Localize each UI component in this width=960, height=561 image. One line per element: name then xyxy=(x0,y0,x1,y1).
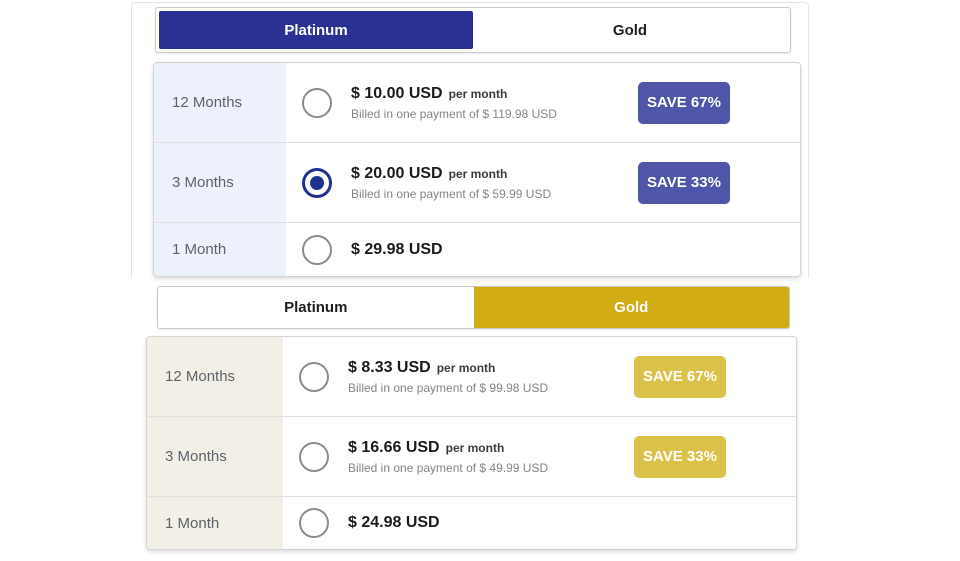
tab-platinum[interactable]: Platinum xyxy=(158,287,474,328)
plan-row-1-month[interactable]: 1 Month $ 24.98 USD xyxy=(147,497,796,549)
save-badge: SAVE 67% xyxy=(638,81,730,124)
price-block: $ 24.98 USD xyxy=(348,514,440,532)
plan-row-content: $ 24.98 USD xyxy=(283,497,796,549)
save-badge: SAVE 33% xyxy=(634,435,726,478)
plan-row-content: $ 29.98 USD xyxy=(286,223,800,276)
price-block: $ 8.33 USD per month Billed in one payme… xyxy=(348,359,548,395)
plan-duration-label: 12 Months xyxy=(154,63,286,142)
price-block: $ 20.00 USD per month Billed in one paym… xyxy=(351,165,551,201)
per-month-label: per month xyxy=(436,360,496,375)
price-block: $ 29.98 USD xyxy=(351,241,443,259)
price-label: $ 8.33 USD xyxy=(348,358,431,376)
plan-row-1-month[interactable]: 1 Month $ 29.98 USD xyxy=(154,223,800,276)
billed-label: Billed in one payment of $ 59.99 USD xyxy=(351,186,552,201)
per-month-label: per month xyxy=(448,86,508,101)
save-badge: SAVE 67% xyxy=(634,355,726,398)
radio-12-months[interactable] xyxy=(302,87,332,118)
price-label: $ 10.00 USD xyxy=(351,84,443,102)
plan-row-12-months[interactable]: 12 Months $ 10.00 USD per month Billed i… xyxy=(154,63,800,143)
plan-row-content: $ 20.00 USD per month Billed in one paym… xyxy=(286,143,800,222)
tab-platinum[interactable]: Platinum xyxy=(159,11,473,49)
per-month-label: per month xyxy=(448,166,508,181)
per-month-label: per month xyxy=(445,440,505,455)
billed-label: Billed in one payment of $ 119.98 USD xyxy=(351,106,557,121)
plan-duration-label: 3 Months xyxy=(154,143,286,222)
save-badge: SAVE 33% xyxy=(638,161,730,204)
tab-gold[interactable]: Gold xyxy=(473,287,789,328)
billed-label: Billed in one payment of $ 99.98 USD xyxy=(348,380,549,395)
gold-pricing-table: 12 Months $ 8.33 USD per month Billed in… xyxy=(146,336,797,550)
platinum-panel-tabbar: Platinum Gold xyxy=(155,7,791,53)
price-label: $ 16.66 USD xyxy=(348,438,440,456)
plan-row-content: $ 8.33 USD per month Billed in one payme… xyxy=(283,337,796,416)
gold-panel-tabbar: Platinum Gold xyxy=(157,286,790,329)
tab-gold[interactable]: Gold xyxy=(473,11,787,49)
radio-1-month[interactable] xyxy=(299,508,329,538)
price-block: $ 10.00 USD per month Billed in one paym… xyxy=(351,85,557,121)
plan-row-content: $ 16.66 USD per month Billed in one paym… xyxy=(283,417,796,496)
plan-duration-label: 12 Months xyxy=(147,337,283,416)
plan-row-12-months[interactable]: 12 Months $ 8.33 USD per month Billed in… xyxy=(147,337,796,417)
radio-12-months[interactable] xyxy=(299,361,329,392)
radio-1-month[interactable] xyxy=(302,234,332,265)
radio-3-months[interactable] xyxy=(302,167,332,198)
price-label: $ 29.98 USD xyxy=(351,240,443,258)
radio-3-months[interactable] xyxy=(299,441,329,472)
billed-label: Billed in one payment of $ 49.99 USD xyxy=(348,460,549,475)
plan-row-3-months[interactable]: 3 Months $ 20.00 USD per month Billed in… xyxy=(154,143,800,223)
plan-duration-label: 3 Months xyxy=(147,417,283,496)
price-label: $ 24.98 USD xyxy=(348,514,440,531)
platinum-pricing-table: 12 Months $ 10.00 USD per month Billed i… xyxy=(153,62,801,277)
plan-duration-label: 1 Month xyxy=(154,223,286,276)
price-label: $ 20.00 USD xyxy=(351,164,443,182)
plan-duration-label: 1 Month xyxy=(147,497,283,549)
plan-row-3-months[interactable]: 3 Months $ 16.66 USD per month Billed in… xyxy=(147,417,796,497)
price-block: $ 16.66 USD per month Billed in one paym… xyxy=(348,439,548,475)
plan-row-content: $ 10.00 USD per month Billed in one paym… xyxy=(286,63,800,142)
